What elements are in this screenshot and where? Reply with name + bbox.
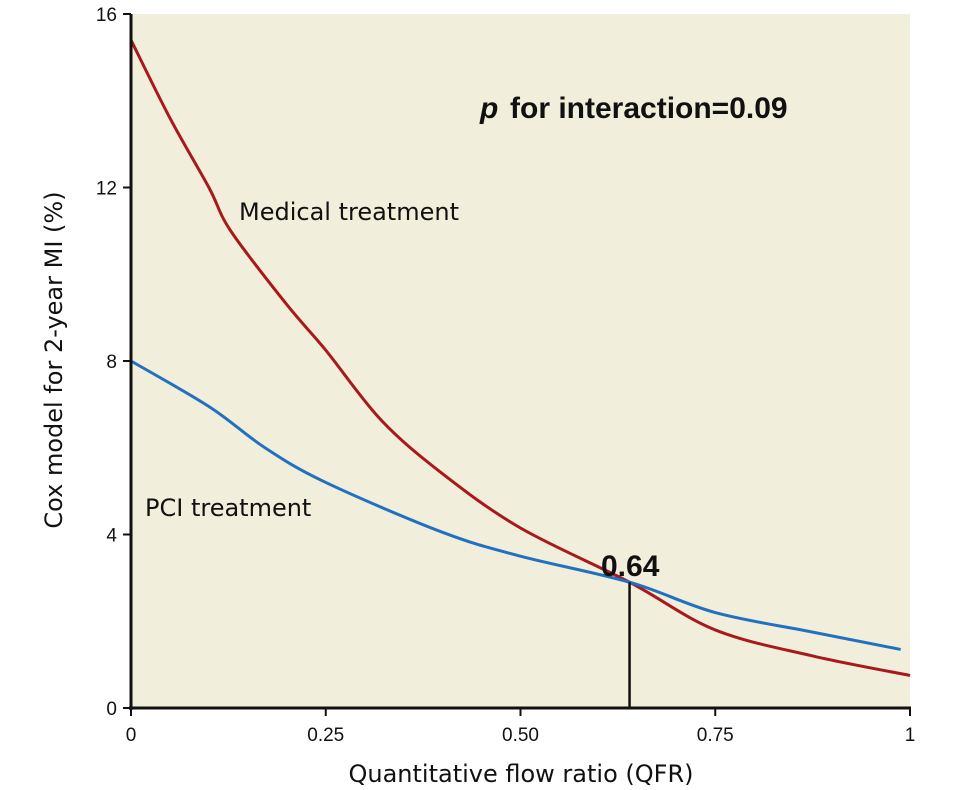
plot-background	[131, 14, 910, 708]
x-tick-label: 0.75	[697, 725, 734, 746]
y-tick-label: 16	[96, 5, 117, 26]
y-tick-label: 4	[106, 526, 117, 547]
x-tick-label: 0	[126, 725, 137, 746]
series-line-pci-treatment	[130, 359, 901, 651]
series-label-pci: PCI treatment	[145, 494, 311, 522]
ticks-layer: 0 0.25 0.50 0.75 1 0 4 8 12 16	[96, 5, 915, 746]
interaction-p-label: p	[479, 92, 498, 125]
series-line-medical-treatment	[129, 39, 911, 677]
y-tick-label: 8	[106, 352, 117, 373]
series-layer	[129, 39, 911, 677]
x-tick-label: 0.25	[307, 725, 344, 746]
interaction-text: for interaction=0.09	[510, 92, 788, 125]
x-tick-label: 0.50	[502, 725, 539, 746]
y-tick-label: 0	[106, 699, 117, 720]
crossover-label: 0.64	[601, 550, 660, 583]
x-axis-title: Quantitative flow ratio (QFR)	[348, 760, 693, 788]
x-tick-label: 1	[905, 725, 916, 746]
series-label-medical: Medical treatment	[239, 198, 459, 226]
y-axis-title: Cox model for 2-year MI (%)	[40, 191, 68, 528]
y-tick-label: 12	[96, 179, 117, 200]
